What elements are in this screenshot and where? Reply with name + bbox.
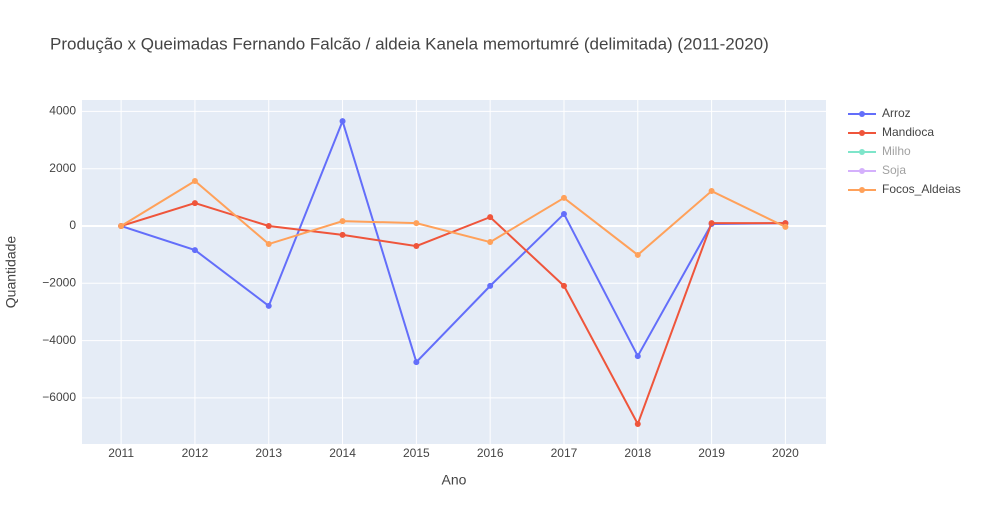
data-point [413, 220, 420, 227]
data-point [339, 218, 346, 225]
x-tick-label: 2013 [255, 446, 282, 460]
legend-item[interactable]: Arroz [848, 106, 911, 120]
y-tick-label: 4000 [49, 104, 76, 118]
x-tick-label: 2019 [698, 446, 725, 460]
legend-label: Arroz [882, 106, 911, 120]
data-point [191, 178, 198, 185]
legend-marker [859, 168, 865, 174]
data-point [487, 282, 494, 289]
series-line [120, 118, 786, 365]
data-point [191, 200, 198, 207]
plot-area [82, 100, 826, 444]
data-point [265, 302, 272, 309]
data-point [339, 118, 346, 125]
legend-item[interactable]: Focos_Aldeias [848, 182, 961, 196]
data-point [634, 420, 641, 427]
data-point [265, 241, 272, 248]
data-point [560, 194, 567, 201]
data-point [339, 231, 346, 238]
x-tick-label: 2011 [108, 446, 134, 460]
data-point [708, 188, 715, 195]
x-tick-label: 2016 [477, 446, 504, 460]
y-tick-label: −4000 [42, 333, 76, 347]
legend-item[interactable]: Soja [848, 163, 906, 177]
legend-label: Mandioca [882, 125, 934, 139]
legend-marker [859, 149, 865, 155]
data-point [634, 353, 641, 360]
data-point [634, 251, 641, 258]
x-tick-label: 2012 [182, 446, 209, 460]
data-point [413, 243, 420, 250]
y-tick-label: 2000 [49, 161, 76, 175]
legend-item[interactable]: Mandioca [848, 125, 934, 139]
x-axis-title: Ano [442, 472, 467, 488]
legend-marker [859, 187, 865, 193]
chart-title: Produção x Queimadas Fernando Falcão / a… [50, 34, 769, 53]
y-tick-label: 0 [69, 218, 76, 232]
legend-marker [859, 130, 865, 136]
legend-label: Focos_Aldeias [882, 182, 961, 196]
x-tick-label: 2015 [403, 446, 430, 460]
data-point [560, 282, 567, 289]
data-point [118, 223, 125, 230]
legend-marker [859, 111, 865, 117]
data-point [191, 247, 198, 254]
data-point [487, 214, 494, 221]
data-point [265, 223, 272, 230]
data-point [413, 359, 420, 366]
data-point [487, 239, 494, 246]
series-line [120, 179, 786, 257]
x-tick-label: 2014 [329, 446, 356, 460]
data-point [708, 220, 715, 227]
y-axis-title: Quantidade [3, 236, 19, 309]
data-point [782, 223, 789, 230]
y-tick-label: −2000 [42, 275, 76, 289]
legend-item[interactable]: Milho [848, 144, 911, 158]
y-tick-label: −6000 [42, 390, 76, 404]
x-tick-label: 2018 [624, 446, 651, 460]
x-tick-label: 2017 [551, 446, 578, 460]
series-layer [118, 118, 789, 427]
data-point [560, 210, 567, 217]
legend: Arroz Mandioca Milho Soja Focos_Aldeias [848, 106, 961, 196]
x-tick-label: 2020 [772, 446, 799, 460]
legend-label: Soja [882, 163, 906, 177]
grid: −6000 −4000 −2000 0 2000 4000 2011 2012 2013 2014… [42, 100, 826, 460]
legend-label: Milho [882, 144, 911, 158]
